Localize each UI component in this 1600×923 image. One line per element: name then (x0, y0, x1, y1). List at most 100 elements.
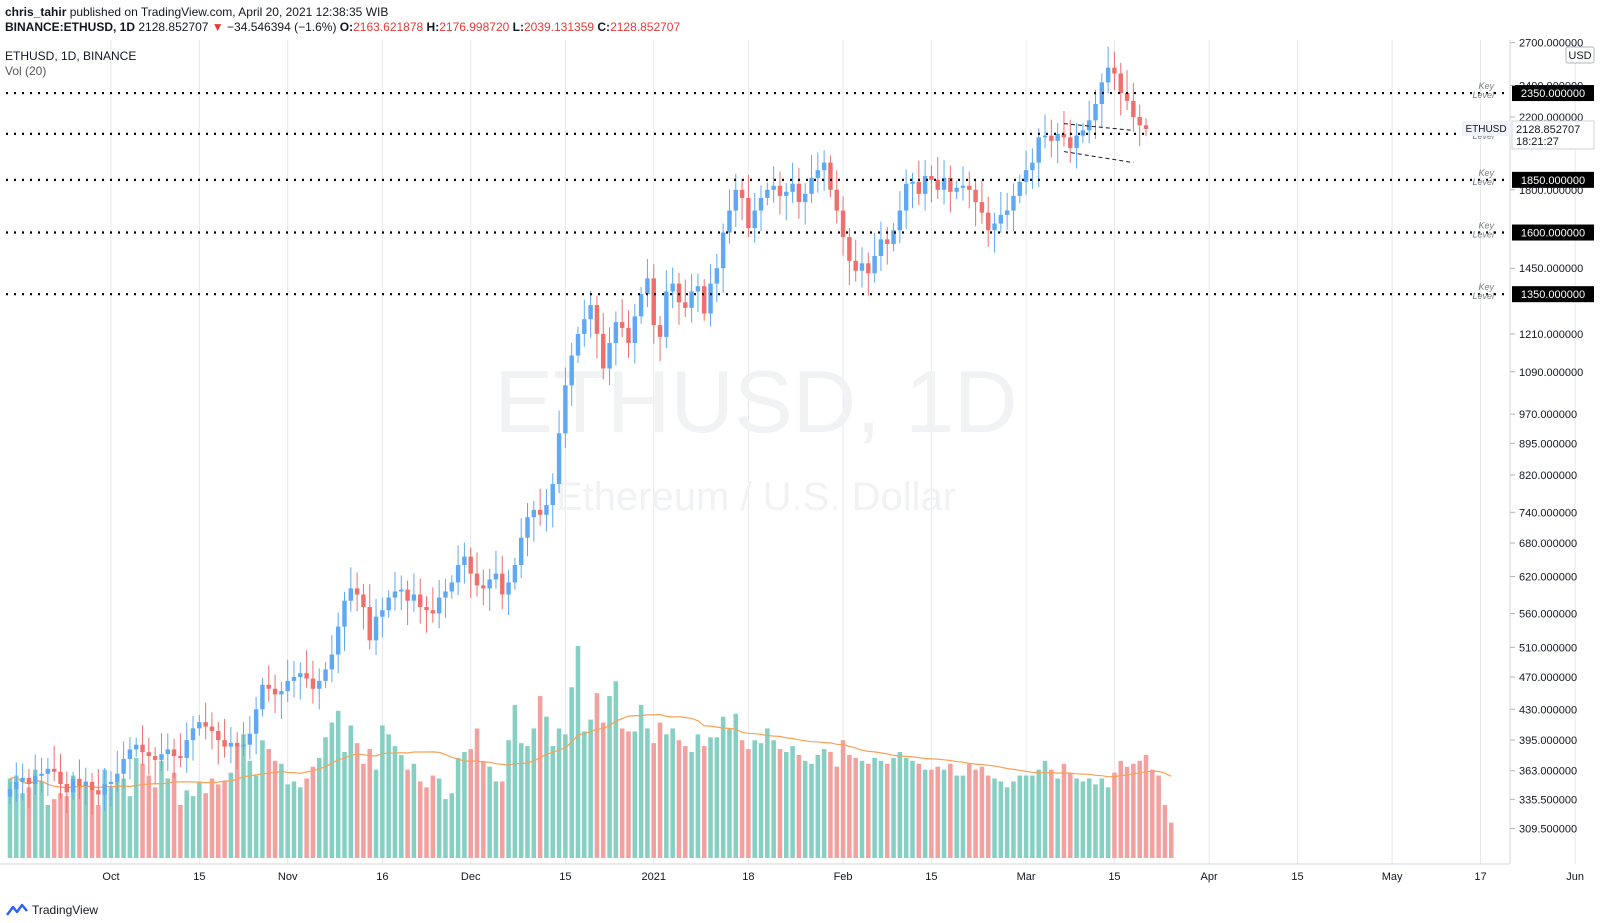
candle-body (424, 607, 429, 611)
candle-body (102, 783, 107, 795)
candle-body (828, 162, 833, 190)
volume-bar (1030, 775, 1035, 858)
volume-bar (291, 781, 297, 858)
publisher-user[interactable]: chris_tahir (5, 5, 67, 19)
volume-bar (531, 728, 537, 858)
volume-bar (241, 734, 246, 858)
currency-badge[interactable]: USD (1565, 46, 1595, 64)
volume-bar (733, 713, 739, 858)
candle-body (462, 556, 467, 565)
volume-bar (436, 778, 442, 858)
volume-bar (582, 731, 587, 858)
candle-body (582, 319, 587, 334)
ohlc-line: BINANCE:ETHUSD, 1D 2128.852707 ▼ −34.546… (5, 20, 680, 35)
tradingview-logo-icon (6, 903, 28, 916)
y-tick-label: 1090.000000 (1519, 367, 1583, 379)
key-level-text: Level (1472, 230, 1495, 240)
candle-body (885, 239, 890, 245)
candle-body (992, 223, 997, 231)
volume-bar (83, 781, 89, 858)
volume-bar (1150, 769, 1155, 858)
candle-body (430, 610, 436, 614)
volume-bar (133, 757, 139, 858)
y-tick-label: 680.000000 (1519, 538, 1577, 550)
candle-body (1036, 137, 1041, 163)
time-axis[interactable]: Oct 15 Nov 16 Dec 15 2021 18 Feb 15 Mar 15 Apr 15 May 1… (102, 871, 1600, 883)
candle-body (500, 573, 505, 595)
candle-body (739, 189, 745, 198)
volume-ma-line (9, 713, 1172, 789)
candle-body (689, 291, 694, 308)
x-tick-label: Apr (1201, 871, 1218, 883)
candle-body (487, 579, 492, 589)
candle-body (96, 790, 101, 795)
volume-bar (998, 781, 1004, 858)
candle-body (121, 758, 126, 774)
volume-bar (1112, 772, 1117, 858)
volume-bar (619, 728, 625, 858)
volume-bar (417, 781, 423, 858)
candle-body (657, 325, 663, 337)
y-tick-label: 1450.000000 (1519, 263, 1583, 275)
candle-body (512, 564, 518, 583)
volume-bar (1105, 787, 1111, 858)
candle-body (197, 722, 202, 729)
legend-volume[interactable]: Vol (20) (5, 64, 47, 78)
bar-countdown: 18:21:27 (1516, 136, 1559, 148)
publisher-line: chris_tahir published on TradingView.com… (5, 5, 680, 20)
volume-bar (809, 763, 814, 858)
volume-bar (386, 734, 391, 858)
volume-bar (152, 787, 158, 858)
volume-bar (304, 778, 309, 858)
volume-bar (594, 693, 600, 858)
volume-bar (424, 787, 429, 858)
candle-body (361, 594, 366, 608)
open-value: 2163.621878 (353, 20, 424, 34)
watermark: ETHUSD, 1D Ethereum / U.S. Dollar (494, 352, 1017, 519)
candle-body (929, 175, 934, 180)
open-label: O: (339, 20, 354, 34)
key-level-text: Key (1478, 168, 1494, 178)
candle-body (335, 626, 341, 655)
volume-bar (645, 728, 650, 858)
last-price-box (1511, 120, 1595, 150)
grid (110, 40, 1576, 864)
volume-bar (115, 781, 120, 858)
candle-body (948, 177, 953, 192)
volume-bar (102, 769, 107, 858)
volume-bar (190, 796, 196, 858)
volume-bar (664, 734, 669, 858)
key-level-text: Level (1472, 291, 1495, 301)
candle-body (569, 355, 574, 386)
volume-bar (203, 793, 208, 858)
volume-bar (342, 752, 347, 858)
y-tick-label: 395.000000 (1519, 735, 1577, 747)
volume-bar (279, 763, 284, 858)
x-tick-label: 15 (925, 871, 937, 883)
tradingview-footer[interactable]: TradingView (6, 903, 98, 917)
candle-body (1017, 181, 1022, 196)
x-tick-label: Feb (834, 871, 853, 883)
volume-bar (783, 752, 789, 858)
candle-body (1131, 100, 1136, 117)
volume-bar (1067, 772, 1073, 858)
candle-body (70, 778, 76, 793)
candle-body (790, 183, 795, 192)
candle-body (234, 742, 240, 747)
volume-bar (739, 740, 745, 858)
candle-body (184, 740, 189, 758)
price-axis[interactable]: 2700.0000002400.0000002200.0000001800.00… (1510, 38, 1583, 836)
volume-bar (253, 775, 259, 858)
high-value: 2176.998720 (439, 20, 510, 34)
volume-bar (872, 757, 877, 858)
volume-bar (960, 775, 966, 858)
candle-body (222, 740, 227, 747)
volume-bar (771, 740, 776, 858)
volume-bar (260, 740, 265, 858)
candle-body (418, 594, 423, 608)
volume-bar (802, 760, 808, 858)
volume-bar (556, 728, 562, 858)
legend-symbol[interactable]: ETHUSD, 1D, BINANCE (5, 49, 137, 63)
x-tick-label: Nov (278, 871, 298, 883)
